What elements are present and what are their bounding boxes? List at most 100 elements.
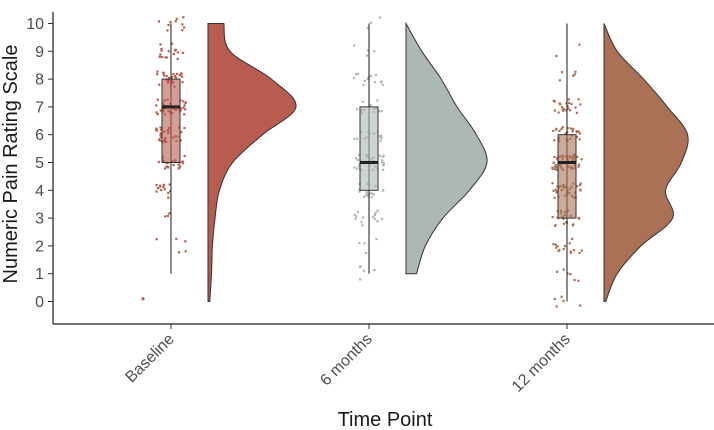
data-point [369, 74, 372, 77]
data-point [572, 74, 575, 77]
data-point [552, 129, 555, 133]
data-point [169, 21, 172, 24]
data-point [565, 109, 568, 112]
data-point [554, 243, 557, 246]
data-point [179, 165, 182, 168]
data-point [569, 273, 572, 276]
data-point [379, 136, 383, 139]
data-point [566, 105, 569, 108]
data-point [562, 217, 565, 221]
data-point [365, 191, 368, 194]
data-point [176, 57, 179, 61]
data-point [361, 216, 365, 219]
data-point [373, 213, 377, 217]
data-point [156, 186, 160, 190]
outlier-point [141, 297, 145, 301]
data-point [375, 237, 378, 241]
data-point [361, 224, 364, 227]
y-tick-label: 4 [35, 183, 44, 200]
data-point [183, 154, 186, 158]
data-point [353, 213, 356, 216]
data-point [356, 137, 359, 140]
data-point [381, 189, 385, 192]
data-point [169, 189, 172, 193]
data-point [377, 110, 381, 113]
data-point [578, 163, 581, 166]
data-point [554, 224, 557, 227]
data-point [155, 127, 158, 130]
data-point [154, 128, 158, 132]
data-point [159, 136, 162, 139]
data-point [562, 107, 566, 111]
data-point [168, 183, 171, 186]
data-point [574, 70, 577, 73]
data-point [555, 246, 558, 249]
data-point [572, 248, 576, 252]
data-point [363, 195, 366, 199]
data-point [166, 166, 169, 169]
data-point [579, 188, 582, 191]
data-point [358, 188, 361, 191]
data-point [577, 279, 580, 282]
data-point [566, 127, 569, 130]
data-point [366, 193, 370, 196]
data-point [371, 215, 375, 218]
data-point [369, 21, 372, 24]
data-point [155, 104, 158, 107]
y-tick-label: 6 [35, 127, 44, 144]
data-point [380, 110, 383, 113]
iqr-box [359, 106, 379, 191]
data-point [170, 75, 173, 79]
y-tick-label: 8 [35, 72, 44, 89]
y-tick-label: 0 [35, 294, 44, 311]
data-point [562, 109, 565, 112]
data-point [554, 168, 557, 171]
data-point [373, 81, 376, 84]
data-point [379, 81, 382, 84]
data-point [561, 108, 564, 111]
data-point [578, 43, 581, 46]
data-point [568, 101, 571, 105]
data-point [556, 156, 559, 160]
data-point [562, 268, 565, 271]
data-point [554, 188, 557, 191]
data-point [164, 56, 167, 59]
data-point [555, 128, 558, 131]
data-point [156, 73, 159, 76]
data-point [155, 190, 158, 193]
data-point [553, 297, 556, 301]
data-point [175, 17, 178, 20]
data-point [182, 16, 185, 19]
data-point [156, 98, 159, 101]
data-point [167, 50, 170, 53]
data-point [572, 128, 575, 131]
data-point [352, 76, 356, 80]
group-12-months [551, 23, 689, 308]
data-point [553, 109, 557, 112]
data-point [166, 29, 169, 32]
data-point [556, 158, 559, 161]
data-point [373, 217, 376, 220]
data-point [156, 70, 159, 73]
data-point [559, 103, 562, 106]
y-tick-label: 10 [26, 16, 44, 33]
data-point [551, 166, 554, 169]
data-point [184, 108, 187, 111]
data-point [177, 251, 181, 254]
data-point [551, 167, 554, 170]
data-point [557, 111, 560, 114]
plot-area [141, 16, 689, 308]
iqr-box [557, 134, 577, 219]
data-point [363, 242, 366, 245]
data-point [562, 299, 565, 303]
group-6-months [352, 16, 488, 281]
data-point [365, 194, 368, 197]
data-point [159, 139, 162, 142]
data-point [159, 109, 162, 112]
density-cloud [603, 23, 689, 302]
data-point [158, 83, 161, 86]
data-point [163, 188, 166, 191]
data-point [577, 98, 580, 101]
data-point [571, 130, 574, 133]
data-point [562, 247, 565, 251]
